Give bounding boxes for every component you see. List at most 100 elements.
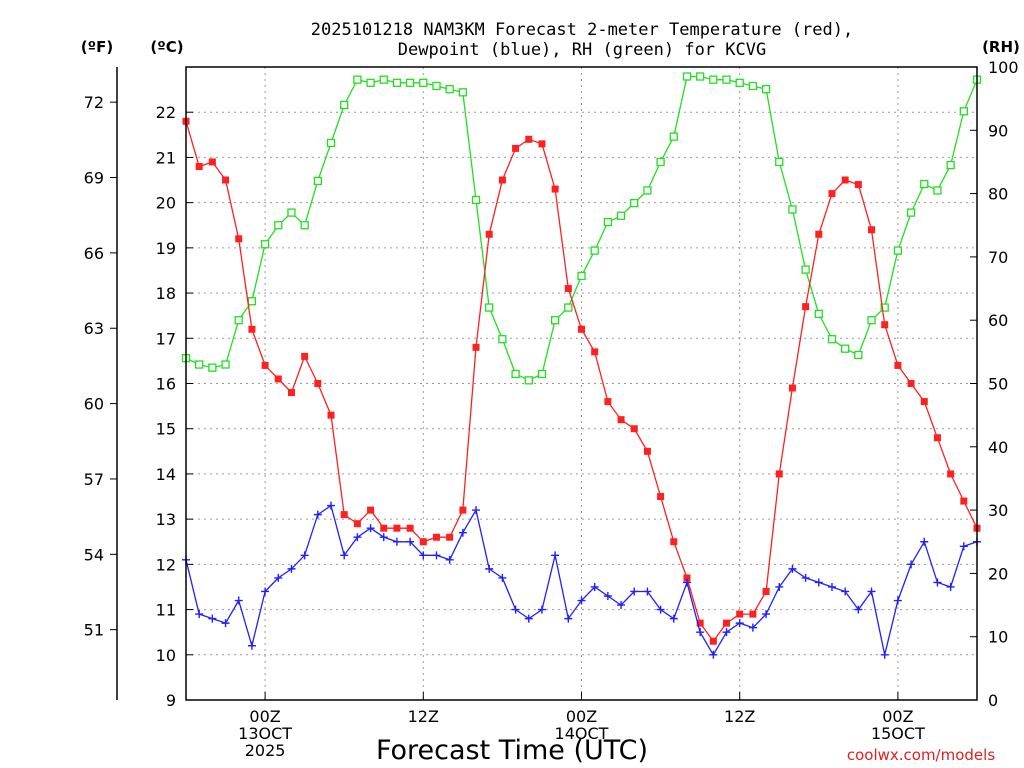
dewpoint-point	[419, 551, 428, 560]
rh-point	[893, 246, 903, 255]
temperature-point	[327, 411, 335, 419]
temperature-point	[894, 361, 902, 369]
rh-point	[920, 179, 929, 189]
dewpoint-point	[748, 623, 757, 632]
temperature-point	[670, 538, 678, 546]
temperature-point	[551, 185, 559, 193]
dewpoint-point	[234, 596, 243, 605]
rh-point	[735, 78, 744, 87]
temperature-point	[749, 610, 757, 618]
dewpoint-point	[498, 573, 507, 582]
dewpoint-point	[313, 510, 322, 519]
temperature-point	[301, 352, 309, 360]
rh-point	[485, 303, 494, 312]
temperature-point	[933, 434, 941, 442]
rh-point	[221, 360, 230, 369]
time-tick-label: 12Z	[724, 707, 755, 726]
rh-point	[643, 186, 652, 195]
rh-point	[445, 85, 454, 94]
rh-point	[247, 297, 257, 306]
dewpoint-point	[867, 587, 876, 596]
rh-point	[696, 72, 705, 81]
temperature-point	[512, 144, 520, 152]
rh-point	[313, 176, 322, 186]
celsius-tick-label: 17	[156, 329, 176, 348]
dewpoint-point	[485, 564, 494, 573]
dewpoint-point	[445, 555, 454, 564]
temperature-point	[195, 162, 203, 170]
dewpoint-point	[551, 551, 560, 560]
temperature-point	[380, 524, 388, 532]
dewpoint-point	[669, 614, 678, 623]
watermark: coolwx.com/models	[847, 746, 995, 764]
dewpoint-point	[696, 628, 705, 637]
dewpoint-point	[537, 605, 546, 614]
celsius-tick-label: 9	[166, 691, 176, 710]
temperature-point	[261, 361, 269, 369]
rh-point	[405, 78, 415, 87]
dewpoint-point	[841, 587, 850, 596]
dewpoint-point	[643, 587, 652, 596]
temperature-point	[920, 398, 928, 406]
temperature-point	[868, 226, 876, 234]
dewpoint-point	[300, 551, 309, 560]
rh-point	[880, 303, 889, 312]
rh-tick-label: 10	[988, 628, 1008, 647]
celsius-unit-label: (ºC)	[150, 38, 183, 56]
rh-point	[933, 186, 942, 195]
temperature-point	[604, 398, 612, 406]
dewpoint-point	[775, 582, 784, 591]
rh-point	[775, 157, 784, 167]
rh-tick-label: 30	[988, 501, 1008, 520]
celsius-tick-label: 21	[156, 148, 176, 167]
temperature-point	[617, 416, 625, 424]
fahrenheit-unit-label: (ºF)	[81, 38, 113, 56]
dewpoint-point	[406, 537, 415, 546]
temperature-point	[538, 140, 546, 148]
fahrenheit-tick-label: 63	[84, 319, 104, 338]
rh-point	[353, 75, 362, 84]
time-tick-label: 00Z	[249, 707, 280, 726]
temperature-point	[947, 470, 955, 478]
dewpoint-point	[682, 578, 691, 587]
time-tick-label: 00Z	[882, 707, 913, 726]
rh-tick-label: 100	[988, 58, 1019, 77]
dewpoint-point	[788, 564, 797, 573]
rh-point	[761, 85, 771, 94]
dewpoint-point	[907, 560, 916, 569]
temperature-point	[907, 380, 915, 387]
temperature-point	[208, 158, 216, 166]
rh-point	[392, 78, 402, 87]
dewpoint-point	[340, 551, 349, 560]
temperature-point	[367, 506, 375, 514]
temperature-point	[459, 506, 467, 514]
x-axis-title: Forecast Time (UTC)	[376, 735, 648, 766]
fahrenheit-tick-label: 72	[84, 93, 104, 112]
time-tick-label: 15OCT	[871, 724, 925, 743]
temperature-point	[432, 533, 440, 541]
time-tick-label: 00Z	[566, 707, 597, 726]
rh-point	[274, 221, 283, 230]
time-tick-label: 2025	[245, 741, 286, 760]
temperature-point	[657, 493, 665, 501]
rh-point	[458, 88, 468, 97]
celsius-tick-label: 14	[156, 465, 176, 484]
rh-tick-label: 50	[988, 375, 1008, 394]
rh-point	[366, 78, 375, 87]
rh-tick-label: 70	[988, 248, 1008, 267]
rh-tick-label: 20	[988, 564, 1008, 583]
rh-point	[564, 303, 573, 312]
dewpoint-series	[182, 501, 981, 659]
dewpoint-point	[195, 610, 204, 619]
rh-point	[432, 81, 441, 91]
rh-point	[208, 363, 217, 372]
dewpoint-point	[617, 601, 626, 610]
dewpoint-point	[287, 564, 296, 573]
temperature-point	[643, 447, 651, 455]
temperature-point	[736, 610, 744, 618]
chart-title-line2: Dewpoint (blue), RH (green) for KCVG	[398, 40, 766, 60]
temperature-point	[709, 637, 717, 645]
celsius-tick-label: 13	[156, 510, 176, 529]
dewpoint-point	[247, 641, 256, 650]
